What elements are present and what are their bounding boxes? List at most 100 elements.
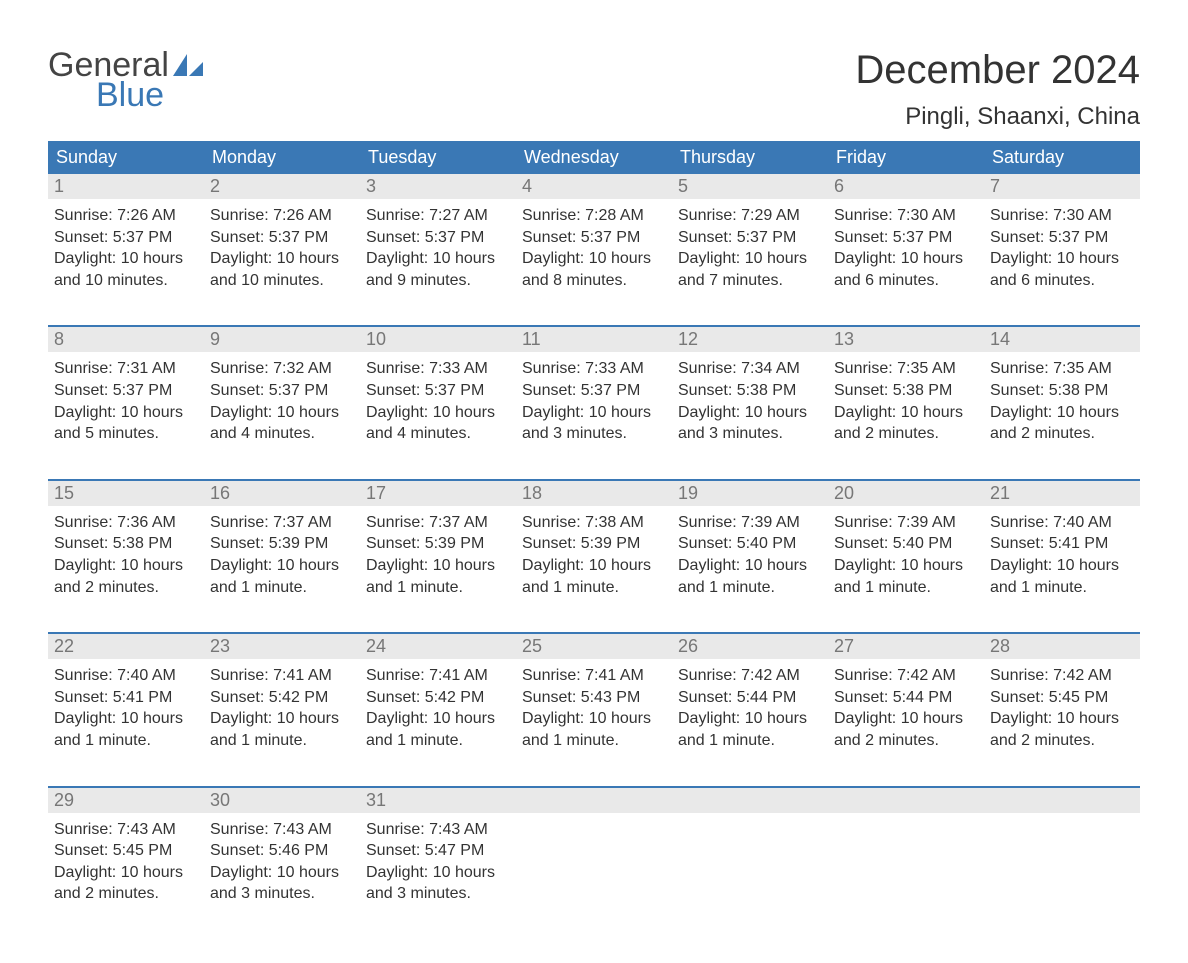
day-sunset: Sunset: 5:37 PM bbox=[54, 227, 198, 249]
day-sunset: Sunset: 5:41 PM bbox=[990, 533, 1134, 555]
header-row: General Blue December 2024 Pingli, Shaan… bbox=[48, 48, 1140, 131]
day-day1: Daylight: 10 hours bbox=[366, 402, 510, 424]
day-sunset: Sunset: 5:37 PM bbox=[990, 227, 1134, 249]
day-sunrise: Sunrise: 7:39 AM bbox=[834, 512, 978, 534]
day-number: 20 bbox=[828, 481, 984, 506]
sail-icon bbox=[173, 54, 203, 76]
day-day1: Daylight: 10 hours bbox=[366, 708, 510, 730]
day-day1: Daylight: 10 hours bbox=[990, 248, 1134, 270]
day-number: 22 bbox=[48, 634, 204, 659]
day-sunrise: Sunrise: 7:37 AM bbox=[210, 512, 354, 534]
day-sunset: Sunset: 5:45 PM bbox=[54, 840, 198, 862]
day-day1: Daylight: 10 hours bbox=[522, 708, 666, 730]
day-cell: Sunrise: 7:30 AMSunset: 5:37 PMDaylight:… bbox=[828, 199, 984, 309]
day-sunrise: Sunrise: 7:43 AM bbox=[366, 819, 510, 841]
page-root: General Blue December 2024 Pingli, Shaan… bbox=[0, 0, 1188, 963]
day-day2: and 3 minutes. bbox=[366, 883, 510, 905]
day-day2: and 3 minutes. bbox=[210, 883, 354, 905]
day-number: 31 bbox=[360, 788, 516, 813]
title-block: December 2024 Pingli, Shaanxi, China bbox=[855, 48, 1140, 131]
day-sunset: Sunset: 5:41 PM bbox=[54, 687, 198, 709]
calendar: Sunday Monday Tuesday Wednesday Thursday… bbox=[48, 141, 1140, 923]
day-cell: Sunrise: 7:33 AMSunset: 5:37 PMDaylight:… bbox=[360, 352, 516, 462]
daynum-row: 891011121314 bbox=[48, 327, 1140, 352]
day-day2: and 10 minutes. bbox=[54, 270, 198, 292]
day-number: 30 bbox=[204, 788, 360, 813]
day-day2: and 1 minute. bbox=[54, 730, 198, 752]
day-day1: Daylight: 10 hours bbox=[678, 708, 822, 730]
day-cell bbox=[984, 813, 1140, 923]
day-number: 25 bbox=[516, 634, 672, 659]
week-row: 891011121314Sunrise: 7:31 AMSunset: 5:37… bbox=[48, 325, 1140, 462]
day-day2: and 4 minutes. bbox=[366, 423, 510, 445]
day-number: 28 bbox=[984, 634, 1140, 659]
day-cell: Sunrise: 7:42 AMSunset: 5:44 PMDaylight:… bbox=[672, 659, 828, 769]
day-number: 17 bbox=[360, 481, 516, 506]
day-sunrise: Sunrise: 7:31 AM bbox=[54, 358, 198, 380]
day-day1: Daylight: 10 hours bbox=[522, 248, 666, 270]
day-day1: Daylight: 10 hours bbox=[678, 402, 822, 424]
day-sunset: Sunset: 5:37 PM bbox=[210, 227, 354, 249]
day-sunrise: Sunrise: 7:32 AM bbox=[210, 358, 354, 380]
day-cell: Sunrise: 7:39 AMSunset: 5:40 PMDaylight:… bbox=[672, 506, 828, 616]
day-cell: Sunrise: 7:43 AMSunset: 5:46 PMDaylight:… bbox=[204, 813, 360, 923]
day-day2: and 2 minutes. bbox=[990, 730, 1134, 752]
day-cell: Sunrise: 7:27 AMSunset: 5:37 PMDaylight:… bbox=[360, 199, 516, 309]
day-sunrise: Sunrise: 7:38 AM bbox=[522, 512, 666, 534]
day-sunset: Sunset: 5:42 PM bbox=[210, 687, 354, 709]
day-sunset: Sunset: 5:42 PM bbox=[366, 687, 510, 709]
day-number: 19 bbox=[672, 481, 828, 506]
day-sunset: Sunset: 5:39 PM bbox=[522, 533, 666, 555]
day-day1: Daylight: 10 hours bbox=[522, 555, 666, 577]
day-sunrise: Sunrise: 7:33 AM bbox=[366, 358, 510, 380]
day-day2: and 6 minutes. bbox=[834, 270, 978, 292]
day-number: 23 bbox=[204, 634, 360, 659]
day-day2: and 3 minutes. bbox=[678, 423, 822, 445]
day-number: 29 bbox=[48, 788, 204, 813]
day-sunrise: Sunrise: 7:26 AM bbox=[54, 205, 198, 227]
day-day2: and 2 minutes. bbox=[834, 423, 978, 445]
day-number: 9 bbox=[204, 327, 360, 352]
day-day2: and 1 minute. bbox=[210, 577, 354, 599]
day-day2: and 6 minutes. bbox=[990, 270, 1134, 292]
day-day1: Daylight: 10 hours bbox=[210, 555, 354, 577]
day-sunset: Sunset: 5:43 PM bbox=[522, 687, 666, 709]
day-day2: and 2 minutes. bbox=[834, 730, 978, 752]
day-sunrise: Sunrise: 7:34 AM bbox=[678, 358, 822, 380]
day-cell: Sunrise: 7:37 AMSunset: 5:39 PMDaylight:… bbox=[360, 506, 516, 616]
day-day2: and 1 minute. bbox=[678, 577, 822, 599]
day-day2: and 2 minutes. bbox=[990, 423, 1134, 445]
day-number: 27 bbox=[828, 634, 984, 659]
day-cell: Sunrise: 7:40 AMSunset: 5:41 PMDaylight:… bbox=[48, 659, 204, 769]
day-day2: and 1 minute. bbox=[522, 577, 666, 599]
day-cell: Sunrise: 7:43 AMSunset: 5:45 PMDaylight:… bbox=[48, 813, 204, 923]
day-sunrise: Sunrise: 7:43 AM bbox=[210, 819, 354, 841]
day-sunrise: Sunrise: 7:40 AM bbox=[54, 665, 198, 687]
day-sunrise: Sunrise: 7:41 AM bbox=[366, 665, 510, 687]
weekday-cell: Monday bbox=[204, 141, 360, 174]
day-number: 21 bbox=[984, 481, 1140, 506]
day-number: 13 bbox=[828, 327, 984, 352]
day-sunset: Sunset: 5:37 PM bbox=[54, 380, 198, 402]
day-sunrise: Sunrise: 7:30 AM bbox=[990, 205, 1134, 227]
day-number: 5 bbox=[672, 174, 828, 199]
day-sunset: Sunset: 5:40 PM bbox=[678, 533, 822, 555]
week-row: 293031 Sunrise: 7:43 AM Sunset: 5:45 PMDay… bbox=[48, 786, 1140, 923]
day-sunset: Sunset: 5:47 PM bbox=[366, 840, 510, 862]
day-cell: Sunrise: 7:43 AMSunset: 5:47 PMDaylight:… bbox=[360, 813, 516, 923]
day-day1: Daylight: 10 hours bbox=[834, 555, 978, 577]
day-number bbox=[516, 788, 672, 813]
day-number: 26 bbox=[672, 634, 828, 659]
day-number: 10 bbox=[360, 327, 516, 352]
day-body-row: Sunrise: 7:43 AM Sunset: 5:45 PMDaylight:… bbox=[48, 813, 1140, 923]
day-number: 11 bbox=[516, 327, 672, 352]
day-sunset: Sunset: 5:37 PM bbox=[210, 380, 354, 402]
week-row: 22232425262728Sunrise: 7:40 AMSunset: 5:… bbox=[48, 632, 1140, 769]
day-day1: Daylight: 10 hours bbox=[210, 248, 354, 270]
daynum-row: 15161718192021 bbox=[48, 481, 1140, 506]
day-sunrise: Sunrise: 7:40 AM bbox=[990, 512, 1134, 534]
day-sunset: Sunset: 5:37 PM bbox=[522, 227, 666, 249]
day-sunset: Sunset: 5:40 PM bbox=[834, 533, 978, 555]
day-day1: Daylight: 10 hours bbox=[834, 402, 978, 424]
day-day1: Daylight: 10 hours bbox=[54, 862, 198, 884]
